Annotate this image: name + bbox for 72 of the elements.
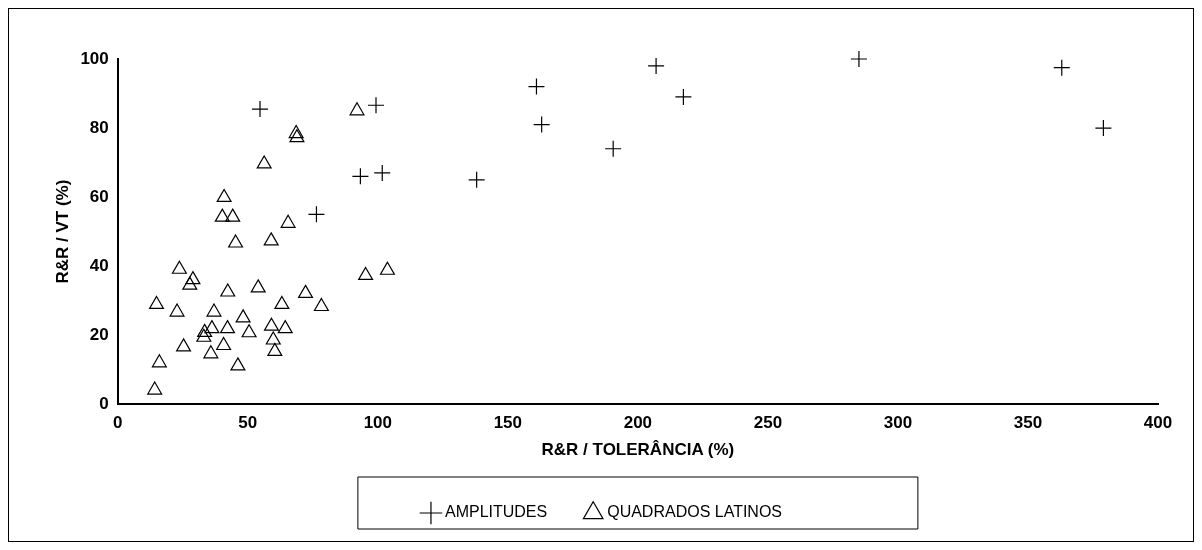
y-tick-label: 40	[89, 255, 109, 275]
point	[203, 345, 219, 359]
point	[533, 115, 551, 134]
point	[206, 303, 222, 317]
point	[256, 155, 272, 169]
point	[250, 279, 266, 293]
point	[674, 88, 692, 106]
point	[313, 297, 329, 312]
point	[169, 303, 185, 317]
point	[251, 100, 269, 118]
point	[171, 260, 187, 274]
y-tick-label: 80	[89, 117, 109, 137]
point	[197, 323, 213, 337]
point	[288, 124, 304, 139]
point	[298, 284, 314, 298]
x-axis-title: R&R / TOLERÂNCIA (%)	[541, 440, 735, 460]
point	[147, 381, 163, 395]
point	[265, 331, 281, 345]
point	[185, 270, 201, 285]
legend-label: QUADRADOS LATINOS	[607, 503, 783, 521]
x-tick-label: 350	[1013, 413, 1043, 433]
point	[263, 232, 279, 246]
point	[647, 57, 665, 75]
point	[379, 261, 395, 275]
point	[1094, 119, 1112, 137]
x-tick-label: 400	[1143, 413, 1173, 433]
x-tick-label: 250	[753, 413, 783, 433]
point	[604, 140, 622, 158]
point	[225, 208, 241, 222]
point	[307, 205, 326, 223]
point	[148, 295, 165, 310]
y-tick-label: 60	[89, 186, 109, 206]
point	[214, 208, 230, 222]
x-tick-label: 300	[883, 413, 913, 433]
point	[220, 283, 236, 297]
y-axis-title: R&R / VT (%)	[52, 179, 72, 284]
point	[280, 214, 296, 228]
x-tick-label: 50	[238, 413, 258, 433]
x-tick-label: 150	[493, 413, 523, 433]
y-tick-label: 20	[89, 324, 109, 344]
x-tick-label: 200	[623, 413, 653, 433]
y-tick-label: 0	[99, 393, 109, 413]
point	[267, 342, 283, 356]
point	[216, 188, 232, 203]
point	[373, 164, 391, 182]
point	[230, 357, 246, 371]
point	[274, 295, 290, 310]
point	[196, 328, 212, 342]
point	[349, 102, 365, 116]
point	[228, 234, 244, 248]
point	[216, 336, 232, 351]
point	[235, 309, 251, 323]
point	[204, 320, 220, 334]
point	[241, 324, 257, 338]
point	[850, 50, 868, 68]
point	[351, 167, 369, 185]
point	[367, 96, 385, 114]
y-tick-label: 100	[80, 48, 109, 68]
point	[182, 276, 198, 290]
point	[263, 317, 279, 331]
point	[277, 320, 293, 334]
point	[176, 338, 192, 352]
point	[151, 354, 167, 368]
point	[219, 320, 236, 334]
point	[468, 171, 486, 189]
x-tick-label: 100	[363, 413, 393, 433]
point	[1053, 59, 1071, 77]
legend-label: AMPLITUDES	[444, 503, 548, 521]
point	[527, 78, 546, 96]
point	[289, 129, 305, 143]
point	[358, 266, 374, 281]
x-tick-label: 0	[113, 413, 123, 433]
